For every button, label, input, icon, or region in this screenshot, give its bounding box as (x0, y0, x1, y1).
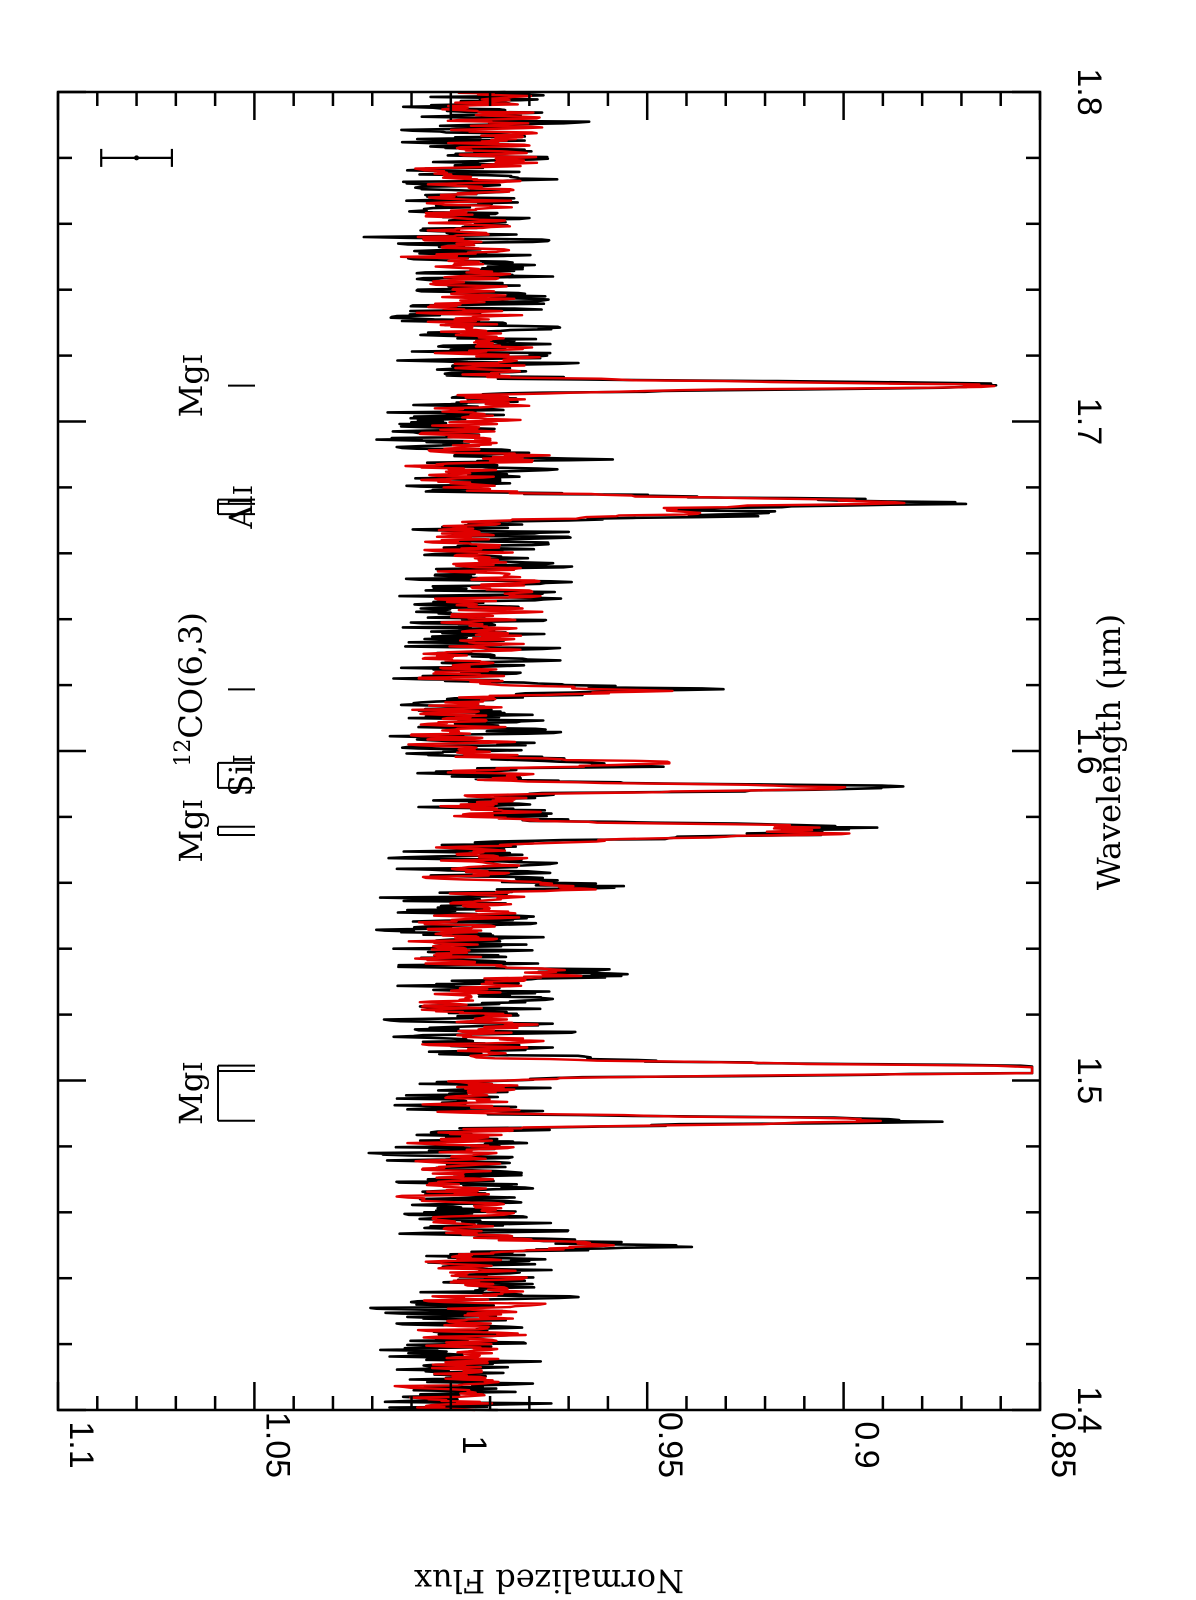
y-tick-label: 1 (455, 1436, 493, 1455)
x-tick-label: 1.7 (1070, 398, 1108, 445)
line-label: 12CO(6,3) (171, 612, 210, 767)
line-label-superscript: 12 (171, 739, 196, 767)
x-tick-label: 1.4 (1070, 1386, 1108, 1433)
x-tick-label: 1.5 (1070, 1057, 1108, 1104)
line-label-ion: I (179, 1061, 209, 1071)
line-label: MgI (172, 354, 210, 418)
line-label-ion: I (179, 354, 209, 364)
x-axis-title: Wavelength (μm) (1090, 614, 1128, 890)
line-label-text: CO(6,3) (172, 612, 210, 739)
line-label-element: Si (222, 764, 260, 796)
plot-marks (100, 90, 1034, 1412)
y-axis-title: Normalized Flux (414, 1562, 684, 1600)
line-label-element: Mg (172, 1072, 210, 1125)
line-label: SiI (222, 754, 260, 796)
x-axis-ticks: 1.4 1.5 1.6 1.7 1.8 (58, 68, 1108, 1434)
line-label-ion: I (179, 799, 209, 809)
y-tick-label: 0.95 (651, 1412, 689, 1478)
line-label: AlI (222, 485, 260, 530)
line-label-element: Mg (172, 364, 210, 417)
line-label-ion: I (229, 485, 259, 495)
y-tick-label: 0.9 (848, 1421, 886, 1468)
x-tick-label: 1.8 (1070, 68, 1108, 115)
line-label-element: Al (222, 495, 260, 529)
line-label-element: Mg (172, 809, 210, 862)
x-tick-label: 1.6 (1070, 727, 1108, 774)
line-label: MgI (172, 1061, 210, 1125)
y-tick-label: 1.05 (258, 1412, 296, 1478)
y-tick-label: 1.1 (62, 1421, 100, 1468)
y-axis-ticks: 0.85 0.9 0.95 1 1.05 1.1 (56, 92, 1082, 1478)
line-label-ion: I (229, 754, 259, 764)
series-line-model (393, 90, 1034, 1412)
error-bar-point (134, 155, 140, 161)
line-label: MgI (172, 799, 210, 863)
y-tick-label: 0.85 (1044, 1412, 1082, 1478)
